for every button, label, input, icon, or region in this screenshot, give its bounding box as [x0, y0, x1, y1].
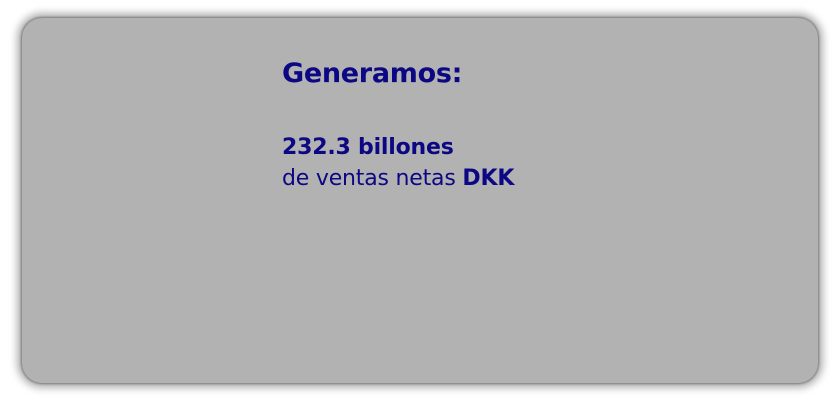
metric-unit: DKK [462, 166, 515, 191]
sales-metric: 232.3 billones de ventas netas DKK [282, 132, 514, 194]
metric-desc-text: de ventas netas [282, 166, 456, 191]
metric-value: 232.3 billones [282, 135, 454, 160]
info-card: Generamos: 232.3 billones de ventas neta… [22, 18, 818, 383]
card-heading: Generamos: [282, 58, 463, 89]
metric-description: de ventas netas DKK [282, 164, 514, 194]
card-content: Generamos: 232.3 billones de ventas neta… [282, 52, 514, 194]
